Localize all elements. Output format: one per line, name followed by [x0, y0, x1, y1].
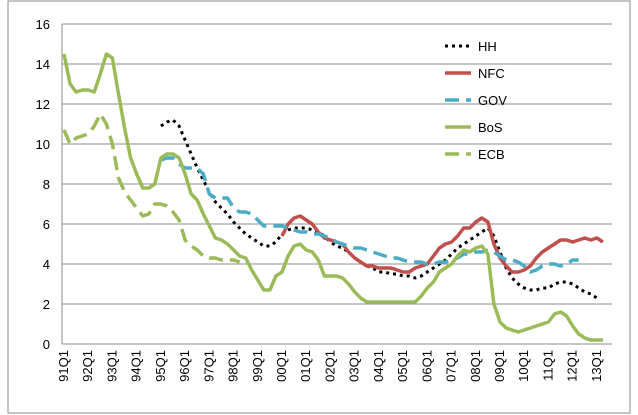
x-tick-label: 02Q1 [322, 350, 337, 382]
y-tick-label: 10 [36, 137, 50, 152]
x-tick-label: 00Q1 [274, 350, 289, 382]
y-tick-label: 16 [36, 17, 50, 32]
line-2 [160, 156, 579, 274]
x-tick-label: 92Q1 [80, 350, 95, 382]
y-tick-label: 12 [36, 97, 50, 112]
chart-frame [7, 0, 631, 414]
x-tick-label: 10Q1 [516, 350, 531, 382]
legend-label: NFC [478, 66, 505, 81]
legend-label: GOV [478, 93, 507, 108]
x-tick-label: 03Q1 [347, 350, 362, 382]
x-tick-label: 99Q1 [250, 350, 265, 382]
x-tick-label: 07Q1 [444, 350, 459, 382]
legend-label: BoS [478, 120, 503, 135]
legend-label: HH [478, 39, 497, 54]
x-tick-label: 94Q1 [129, 350, 144, 382]
x-tick-label: 96Q1 [177, 350, 192, 382]
x-tick-label: 12Q1 [565, 350, 580, 382]
line-4 [62, 112, 241, 264]
x-tick-label: 95Q1 [153, 350, 168, 382]
line-0 [160, 118, 598, 300]
legend-label: ECB [478, 147, 505, 162]
x-tick-label: 91Q1 [56, 350, 71, 382]
x-tick-label: 06Q1 [419, 350, 434, 382]
x-tick-label: 04Q1 [371, 350, 386, 382]
x-tick-label: 09Q1 [492, 350, 507, 382]
y-tick-label: 14 [36, 57, 50, 72]
y-tick-label: 6 [43, 217, 50, 232]
x-tick-label: 01Q1 [298, 350, 313, 382]
x-tick-label: 98Q1 [226, 350, 241, 382]
line-3 [62, 52, 603, 342]
x-tick-label: 93Q1 [104, 350, 119, 382]
x-tick-label: 11Q1 [540, 350, 555, 381]
y-tick-label: 2 [43, 297, 50, 312]
x-tick-label: 97Q1 [201, 350, 216, 382]
x-tick-label: 08Q1 [468, 350, 483, 382]
y-tick-label: 4 [43, 257, 50, 272]
x-tick-label: 13Q1 [589, 350, 604, 382]
y-tick-label: 8 [43, 177, 50, 192]
x-tick-label: 05Q1 [395, 350, 410, 382]
y-tick-label: 0 [43, 337, 50, 352]
